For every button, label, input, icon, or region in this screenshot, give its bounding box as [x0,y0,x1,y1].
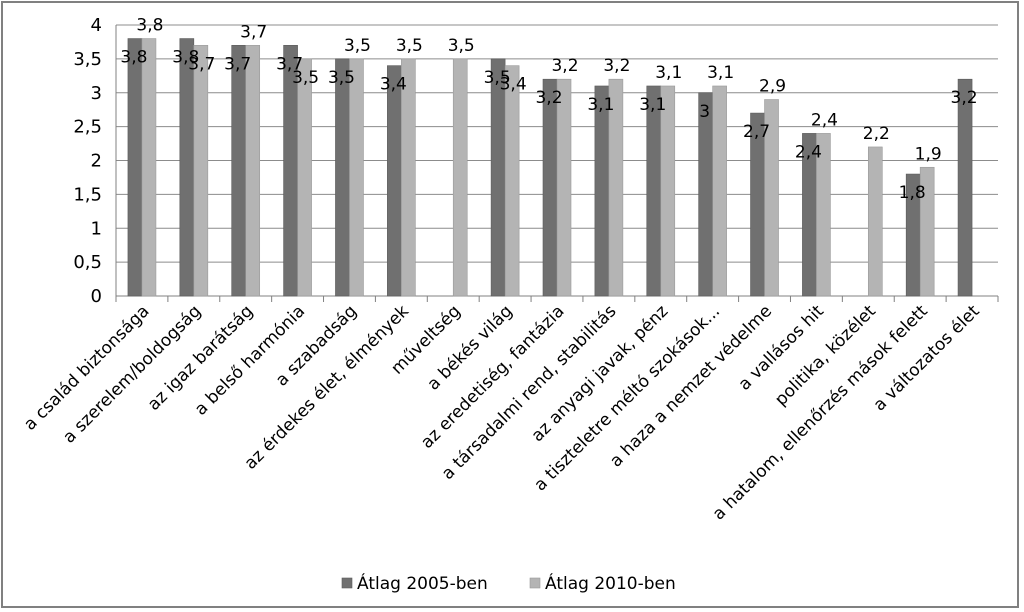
data-label-2005: 3 [699,102,710,122]
data-label-2010: 3,4 [500,75,527,95]
bar-2010 [712,85,727,297]
data-label-2005: 3,5 [328,68,355,88]
bar-2010 [452,58,468,297]
data-label-2010: 3,2 [551,56,578,76]
bar-2010 [919,166,935,297]
data-label-2005: 1,8 [899,183,926,203]
y-axis: 0 0,5 1 1,5 2 2,5 3 3,5 4 [73,15,117,307]
y-tick-label: 3,5 [73,49,102,70]
data-label-2010: 2,2 [863,124,890,144]
data-label-2005: 3,8 [172,48,199,68]
bar-2005 [179,38,195,297]
bar-2010 [867,146,883,297]
data-label-2010: 3,8 [136,16,163,36]
legend-swatch-2005 [341,577,353,589]
data-label-2010: 3,1 [655,63,682,83]
bar-2005 [646,85,662,297]
data-label-2010: 3,7 [188,54,215,74]
bar-2005 [335,58,350,297]
bar-2010 [816,133,831,297]
bar-2005 [231,45,247,297]
bar-2010 [245,45,261,297]
bar-2010 [764,99,779,297]
bar-2010 [349,58,364,297]
y-tick-label: 3 [91,83,102,104]
bar-2010 [504,65,520,297]
data-label-2010: 2,9 [759,77,786,97]
data-label-2010: 3,5 [292,68,319,88]
data-label-2005: 2,7 [743,122,770,142]
bar-2010 [141,38,157,297]
bar-2010 [401,58,416,297]
legend: Átlag 2005-ben Átlag 2010-ben [341,572,676,594]
bar-2005 [542,78,558,297]
data-label-2005: 3,5 [484,68,511,88]
data-label-2010: 2,4 [811,110,838,130]
data-label-2010: 3,5 [344,36,371,56]
data-label-2005: 3,7 [276,54,303,74]
data-label-2005: 3,1 [587,95,614,115]
data-labels: 3,83,8 3,73,83,73,73,53,73,53,53,53,43,53… [120,16,977,204]
x-category-label: a tiszteletre méltó szokások... [530,301,724,495]
bar-2010 [660,85,676,297]
legend-label-2010: Átlag 2010-ben [545,572,676,594]
bar-2005 [594,85,610,297]
data-label-2005: 3,8 [120,48,147,68]
bar-2005 [127,38,143,297]
bar-2010 [297,58,312,297]
data-label-2005: 3,1 [639,95,666,115]
bar-2005 [957,78,973,297]
bar-2005 [698,92,713,297]
y-tick-label: 1,5 [73,184,102,205]
legend-label-2005: Átlag 2005-ben [357,572,488,594]
data-label-2010: 3,5 [396,36,423,56]
bars [127,38,973,297]
bar-2010 [193,45,209,297]
data-label-2010: 3,7 [240,22,267,42]
data-label-2005: 3,7 [224,54,251,74]
data-label-2010: 3,1 [707,63,734,83]
y-tick-label: 4 [91,15,102,36]
data-label-2005: 3,4 [380,75,407,95]
data-label-2005: 2,4 [795,142,822,162]
y-tick-label: 2,5 [73,117,102,138]
bar-2010 [608,78,624,297]
data-label-2005: 3,2 [535,88,562,108]
y-tick-label: 1 [91,218,102,239]
y-tick-label: 0 [91,286,102,307]
bar-2010 [556,78,572,297]
data-label-2005: 3,2 [951,88,978,108]
y-tick-label: 0,5 [73,252,102,273]
data-label-2010: 1,9 [915,144,942,164]
bar-2005 [387,65,402,297]
data-label-2010: 3,5 [448,36,475,56]
y-tick-label: 2 [91,151,102,172]
legend-swatch-2010 [529,577,541,589]
data-label-2010: 3,2 [603,56,630,76]
